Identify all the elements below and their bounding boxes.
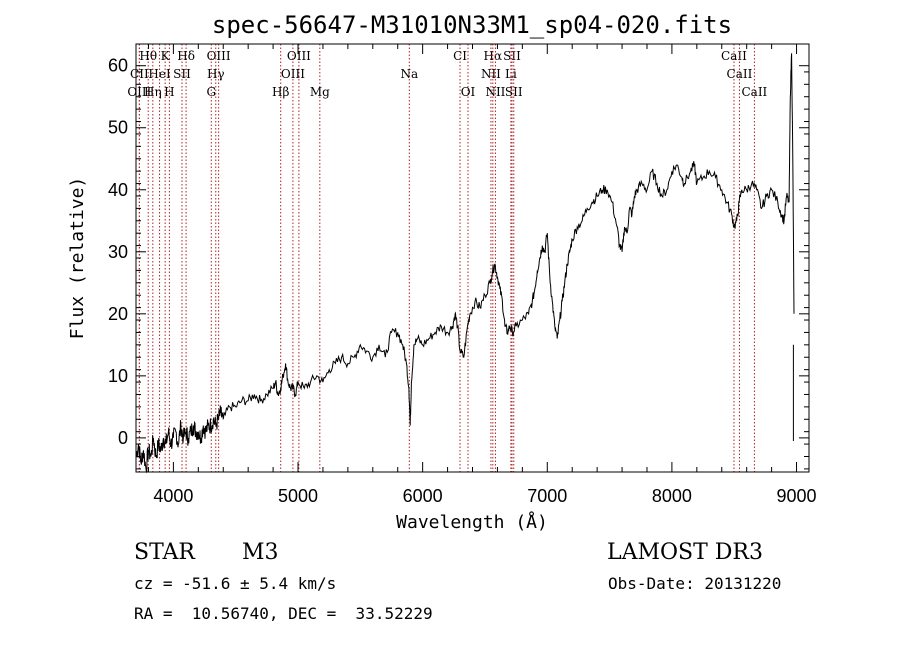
spectral-line-label: CaII	[741, 85, 767, 99]
spectral-line-label: CI	[453, 49, 467, 63]
coordinates: RA = 10.56740, DEC = 33.52229	[134, 604, 433, 623]
spectral-line-label: SII	[173, 67, 191, 81]
spectral-line-label: SII	[505, 85, 523, 99]
spectral-line-label: CII	[130, 67, 149, 81]
object-class: STAR	[134, 540, 195, 565]
spectral-line-label: Li	[505, 67, 517, 81]
x-tick-label: 5000	[278, 486, 318, 506]
spectral-line-label: OIII	[287, 49, 311, 63]
x-tick-label: 6000	[403, 486, 443, 506]
spectral-line-label: Hδ	[177, 49, 195, 63]
y-tick-label: 40	[108, 180, 128, 200]
spectral-line-label: SII	[503, 49, 521, 63]
y-tick-label: 50	[108, 118, 128, 138]
x-tick-label: 9000	[777, 486, 817, 506]
chart-title: spec-56647-M31010N33M1_sp04-020.fits	[212, 11, 732, 39]
y-tick-label: 30	[108, 242, 128, 262]
spectral-line-label: CaII	[721, 49, 747, 63]
axis-ticks: 4000 5000 6000 7000 8000 9000 0 10 20 30 40 50 60	[108, 44, 817, 506]
spectral-line-label: G	[206, 85, 216, 99]
y-tick-label: 10	[108, 366, 128, 386]
spectral-line-label: K	[161, 49, 171, 63]
redshift-cz: cz = -51.6 ± 5.4 km/s	[134, 574, 337, 593]
spectrum-line	[135, 53, 795, 474]
x-tick-label: 4000	[153, 486, 193, 506]
spectral-line-label: OIII	[207, 49, 231, 63]
spectral-line-label: OI	[461, 85, 476, 99]
spectral-line-label: CaII	[727, 67, 753, 81]
y-tick-label: 60	[108, 56, 128, 76]
survey-name: LAMOST DR3	[607, 540, 763, 565]
spectral-line-label: NII	[481, 67, 501, 81]
spectral-line-label: Mg	[310, 85, 330, 99]
spectral-line-label: Hθ	[139, 49, 157, 63]
y-tick-label: 20	[108, 304, 128, 324]
object-subclass: M3	[242, 540, 279, 565]
x-tick-label: 7000	[527, 486, 567, 506]
spectral-line-label: HeI	[148, 67, 171, 81]
spectral-line-label: Hη	[144, 85, 162, 99]
observation-date: Obs-Date: 20131220	[608, 574, 782, 593]
spectral-line-label: Na	[400, 67, 418, 81]
spectral-line-label: OIII	[281, 67, 305, 81]
plot-frame	[135, 43, 810, 473]
spectral-line-label: H	[164, 85, 174, 99]
y-axis-label: Flux (relative)	[67, 177, 88, 340]
x-tick-label: 8000	[652, 486, 692, 506]
y-tick-label: 0	[118, 428, 128, 448]
spectral-line-label: Hα	[484, 49, 503, 63]
spectral-line-label: Hγ	[207, 67, 225, 81]
spectral-line-label: OIII	[127, 85, 151, 99]
spectral-line-label: Hβ	[272, 85, 289, 99]
x-axis-label: Wavelength (Å)	[396, 511, 548, 533]
spectral-line-label: NII	[485, 85, 505, 99]
